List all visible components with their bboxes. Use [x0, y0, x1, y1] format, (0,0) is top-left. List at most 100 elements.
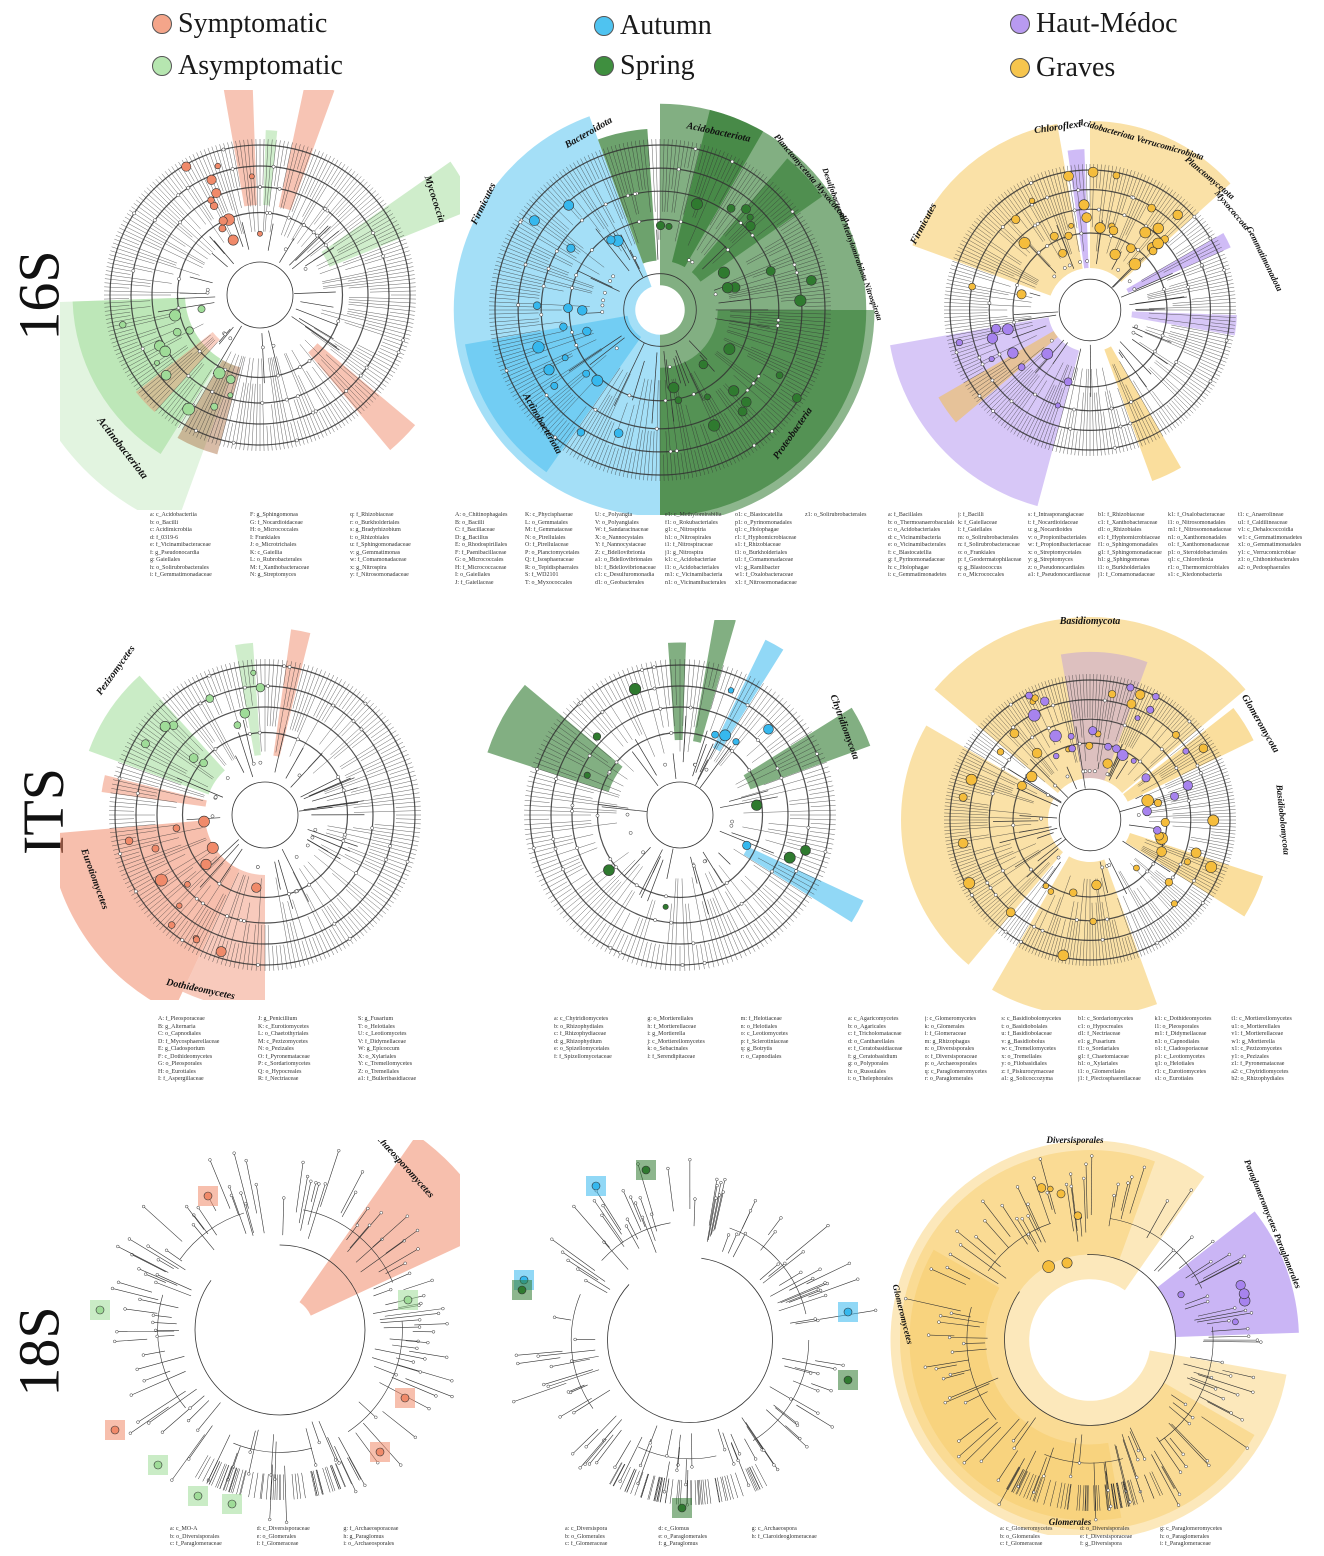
tree-node	[572, 1204, 576, 1209]
tree-branch	[166, 694, 225, 767]
tree-branch	[624, 1468, 635, 1492]
tree-branch	[730, 1443, 739, 1461]
key-entry: l1: o_Nitrosomonadales	[1168, 519, 1226, 526]
tree-node	[950, 1350, 955, 1354]
tree-node	[561, 867, 565, 872]
tree-branch	[359, 193, 379, 211]
clade-highlight	[667, 642, 687, 741]
tree-branch	[1175, 230, 1213, 255]
tree-branch	[955, 348, 996, 367]
panel-16s-symptom: Mycococcia Actinobacteriota	[60, 90, 460, 510]
tree-branch	[610, 448, 619, 474]
biomarker-node	[218, 216, 228, 226]
tree-branch	[506, 353, 572, 387]
tree-node	[628, 831, 633, 835]
biomarker-node	[257, 230, 263, 237]
tree-branch	[809, 831, 835, 835]
tree-branch	[504, 339, 597, 383]
tree-branch	[145, 1273, 166, 1283]
tree-branch	[1178, 1241, 1214, 1269]
tree-branch	[122, 860, 166, 881]
tree-branch	[717, 1477, 723, 1502]
tree-branch	[945, 834, 989, 842]
tree-node	[1011, 823, 1016, 828]
tree-branch	[595, 228, 630, 272]
tree-node	[693, 762, 698, 767]
tree-branch	[742, 929, 756, 952]
tree-branch	[715, 169, 758, 230]
tree-node	[997, 352, 1002, 357]
tree-branch	[1147, 879, 1193, 925]
tree-branch	[945, 286, 989, 295]
tree-node	[1224, 338, 1229, 343]
key-column: q: f_Rhizobiaceae r: o_Burkholderiales s: …	[350, 512, 446, 580]
tree-branch	[130, 1406, 169, 1434]
tree-node	[772, 1463, 776, 1467]
tree-branch	[138, 867, 194, 907]
tree-branch	[144, 871, 197, 914]
tree-node	[1176, 1503, 1181, 1507]
tree-branch	[960, 751, 983, 764]
tree-branch	[242, 923, 250, 970]
tree-node	[135, 1367, 139, 1371]
tree-branch	[370, 723, 392, 739]
tree-node	[232, 1151, 236, 1155]
tree-branch	[728, 323, 828, 344]
tree-branch	[639, 379, 652, 480]
tree-branch	[1023, 362, 1064, 441]
tree-branch	[277, 859, 294, 910]
tree-branch	[755, 1463, 768, 1487]
tree-branch	[750, 346, 819, 375]
tree-node	[1069, 1184, 1073, 1188]
tree-branch	[631, 751, 659, 787]
tree-node	[693, 1197, 697, 1201]
tree-branch	[1186, 261, 1228, 277]
biomarker-node	[529, 215, 540, 226]
tree-branch	[792, 1380, 818, 1391]
tree-branch	[608, 675, 640, 736]
tree-branch	[702, 851, 723, 884]
tree-node	[164, 1248, 169, 1252]
tree-branch	[731, 193, 786, 244]
tree-branch	[109, 824, 177, 834]
tree-branch	[274, 727, 286, 773]
tree-branch	[613, 342, 645, 406]
key-entry: v1: f_Mortierellaceae	[1231, 1031, 1284, 1037]
tree-node	[403, 1261, 407, 1265]
tree-branch	[1012, 695, 1037, 734]
key-column: F: g_Sphingomonas G: f_Nocardioidaceae H: …	[250, 512, 346, 580]
key-entry: P: o_Planctomycetales	[525, 549, 580, 556]
tree-node	[570, 330, 574, 335]
tree-branch	[189, 1395, 205, 1409]
tree-branch	[770, 1268, 821, 1297]
tree-branch	[791, 1397, 819, 1414]
tree-branch	[744, 688, 772, 727]
tree-branch	[936, 1364, 957, 1370]
tree-branch	[498, 333, 594, 367]
tree-branch	[608, 912, 631, 955]
tree-branch	[588, 688, 628, 744]
key-entry: O: f_Pyronemataceae	[258, 1053, 310, 1060]
biomarker-node	[1139, 226, 1152, 239]
key-entry: f: g_Paraglomus	[658, 1541, 698, 1547]
biomarker-node	[957, 837, 969, 849]
tree-branch	[342, 238, 406, 264]
tree-node	[1030, 735, 1035, 740]
biomarker-node	[996, 748, 1005, 756]
tree-node	[776, 318, 781, 323]
tree-branch	[1156, 412, 1170, 433]
tree-node	[809, 1371, 813, 1375]
tree-branch	[347, 1212, 382, 1253]
tree-branch	[246, 945, 251, 971]
tree-branch	[159, 911, 177, 931]
tree-branch	[323, 278, 416, 289]
tree-branch	[358, 1401, 377, 1418]
tree-node	[977, 394, 982, 398]
tree-branch	[225, 876, 250, 966]
biomarker-node	[1016, 289, 1027, 300]
key-entry: Y: f_Nannocystaceae	[595, 542, 646, 548]
tree-branch	[512, 383, 536, 397]
tree-branch	[524, 800, 550, 803]
tree-branch	[1013, 1469, 1025, 1493]
tree-branch	[284, 150, 320, 237]
